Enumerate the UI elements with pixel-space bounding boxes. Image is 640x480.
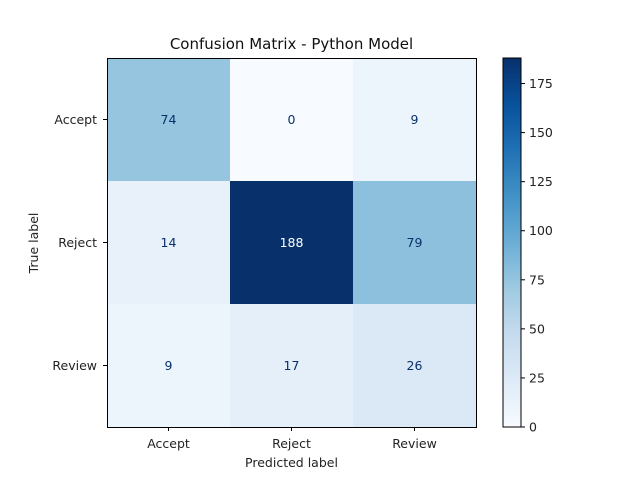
- colorbar-tick-label: 25: [529, 370, 545, 385]
- cell-value-label: 26: [407, 358, 423, 373]
- colorbar-tick-label: 100: [529, 223, 553, 238]
- y-tick-label: Review: [52, 358, 97, 373]
- cell-value-label: 0: [288, 112, 296, 127]
- heatmap-cell: [353, 58, 477, 182]
- chart-title: Confusion Matrix - Python Model: [170, 35, 413, 53]
- colorbar-tick-label: 150: [529, 125, 553, 140]
- colorbar-tick-label: 0: [529, 420, 537, 435]
- y-tick-label: Reject: [58, 235, 97, 250]
- cell-value-label: 74: [161, 112, 177, 127]
- colorbar-tick-label: 50: [529, 321, 545, 336]
- heatmap-cell: [107, 181, 231, 305]
- x-tick-label: Accept: [147, 436, 190, 451]
- colorbar-tick-label: 75: [529, 272, 545, 287]
- x-tick-label: Review: [392, 436, 437, 451]
- cell-value-label: 79: [407, 235, 423, 250]
- x-tick-label: Reject: [272, 436, 311, 451]
- colorbar-ticks: 0 25 50 75 100 125 150 175: [521, 76, 553, 435]
- heatmap-cell-labels: 74 0 9 14 188 79 9 17 26: [161, 112, 423, 373]
- heatmap-cell: [353, 181, 477, 305]
- heatmap-cell: [353, 304, 477, 428]
- y-tick-label: Accept: [54, 112, 97, 127]
- cell-value-label: 188: [280, 235, 304, 250]
- cell-value-label: 14: [161, 235, 177, 250]
- y-axis-ticks: Accept Reject Review: [52, 112, 107, 373]
- colorbar-tick-label: 175: [529, 76, 553, 91]
- heatmap-cell: [107, 304, 231, 428]
- heatmap-cell: [230, 181, 354, 305]
- colorbar-tick-label: 125: [529, 174, 553, 189]
- y-axis-title: True label: [26, 213, 41, 275]
- heatmap-cell: [230, 58, 354, 182]
- cell-value-label: 9: [165, 358, 173, 373]
- x-axis-ticks: Accept Reject Review: [147, 427, 437, 451]
- cell-value-label: 9: [411, 112, 419, 127]
- colorbar: [502, 57, 522, 428]
- heatmap-cell: [107, 58, 231, 182]
- heatmap-cells: [107, 58, 477, 428]
- cell-value-label: 17: [284, 358, 300, 373]
- x-axis-title: Predicted label: [245, 455, 338, 470]
- heatmap-cell: [230, 304, 354, 428]
